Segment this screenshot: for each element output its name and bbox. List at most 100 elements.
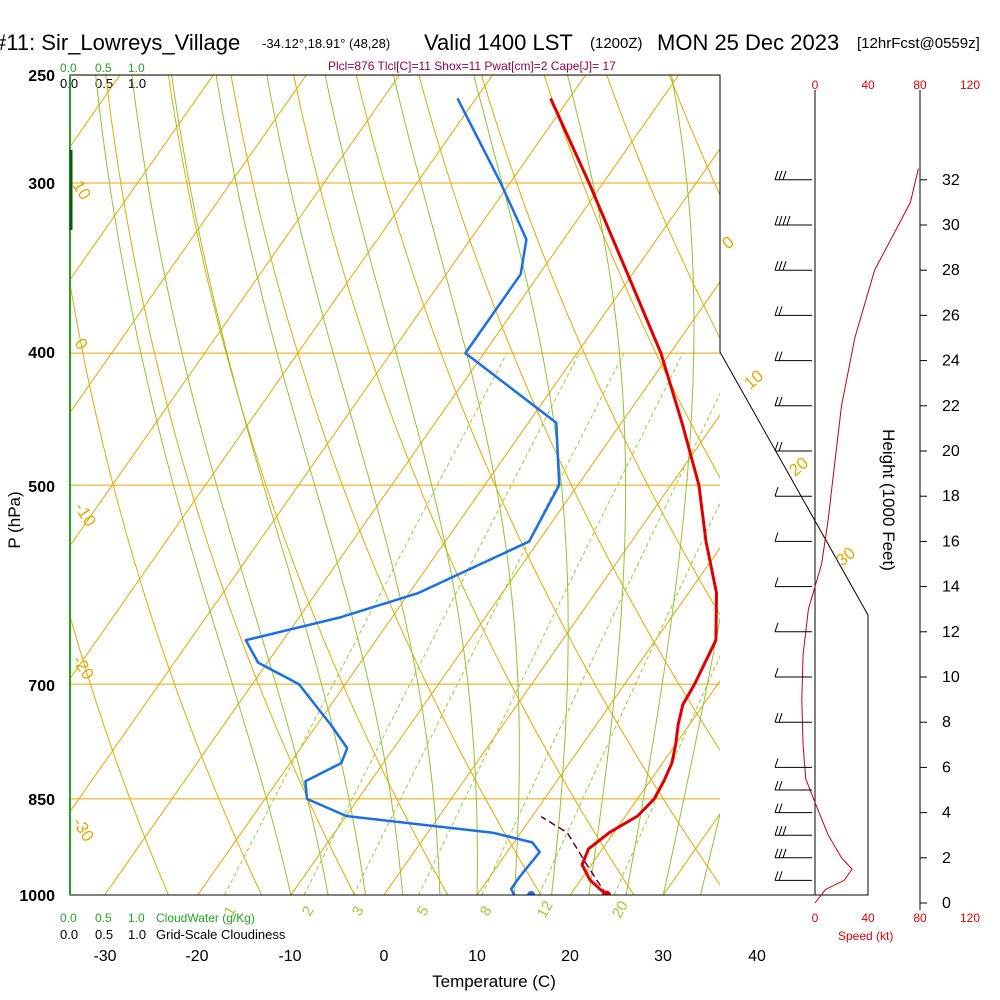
dry-adiabat xyxy=(543,75,720,479)
height-tick-label: 12 xyxy=(942,624,960,641)
temperature-tick: 20 xyxy=(561,948,579,965)
dry-adiabat xyxy=(70,614,170,895)
wind-barb-flag xyxy=(778,713,783,723)
moist-adiabat xyxy=(700,812,720,895)
dry-adiabat xyxy=(740,0,1000,924)
moist-adiabat xyxy=(324,75,478,895)
moist-adiabat xyxy=(625,75,695,895)
mixing-ratio-label: 12 xyxy=(534,898,557,921)
isotherm-line xyxy=(70,75,307,414)
wind-barb-flag xyxy=(782,848,787,858)
temperature-tick: 30 xyxy=(654,948,672,965)
mixing-ratio-label: 5 xyxy=(414,903,433,919)
speed-label: Speed (kt) xyxy=(838,929,893,943)
station-title: #11: Sir_Lowreys_Village xyxy=(0,30,240,55)
wind-barb-flag xyxy=(774,758,779,768)
speed-tick: 40 xyxy=(861,911,875,925)
dry-adiabat xyxy=(480,75,720,616)
isotherm-line xyxy=(0,0,119,895)
dry-adiabat xyxy=(293,75,635,895)
temperature-tick: 40 xyxy=(748,948,766,965)
wind-barb-flag xyxy=(774,871,779,881)
temperature-axis-label: Temperature (C) xyxy=(432,972,556,991)
dry-adiabat xyxy=(70,281,263,895)
dry-adiabat xyxy=(230,75,542,895)
wind-barb-flag xyxy=(774,396,779,406)
wind-barb-flag xyxy=(778,803,783,813)
mixing-ratio-label: 8 xyxy=(477,903,496,919)
forecast-date: MON 25 Dec 2023 xyxy=(657,30,839,55)
wind-barb-flag xyxy=(774,170,779,180)
wind-barb-flag xyxy=(782,826,787,836)
isotherm-line xyxy=(756,0,1000,895)
cloud-water-tick: 0.0 xyxy=(60,61,77,75)
temperature-tick: 10 xyxy=(468,948,486,965)
cloud-water-tick: 0.5 xyxy=(95,911,112,925)
wind-barb-flag xyxy=(774,487,779,497)
height-tick-label: 6 xyxy=(942,759,951,776)
isotherm-label: -10 xyxy=(71,499,100,530)
wind-barb-flag xyxy=(778,170,783,180)
wind-barb-flag xyxy=(782,261,787,271)
wind-barb-flag xyxy=(778,871,783,881)
height-tick-label: 28 xyxy=(942,262,960,279)
temperature-tick: -30 xyxy=(93,948,116,965)
wind-barb-flag xyxy=(774,306,779,316)
pressure-tick: 400 xyxy=(28,345,55,362)
wind-barb-flag xyxy=(774,351,779,361)
mixing-ratio-line xyxy=(613,654,720,895)
isotherm-label: -20 xyxy=(69,652,98,683)
wind-barb-flag xyxy=(778,826,783,836)
mixing-ratio-labels: 1 2 3 5 8 12 20 xyxy=(221,898,632,921)
isotherm-line xyxy=(850,0,1000,895)
temperature-tick: 0 xyxy=(380,948,389,965)
mixing-ratio-line xyxy=(303,352,580,895)
background-lines xyxy=(0,0,1000,924)
forecast-run: [12hrFcst@0559z] xyxy=(857,35,980,52)
speed-tick: 80 xyxy=(913,78,927,92)
wind-barb-flag xyxy=(774,826,779,836)
parcel-path xyxy=(540,816,608,895)
temperature-tick: -10 xyxy=(278,948,301,965)
height-tick-label: 8 xyxy=(942,714,951,731)
wind-barb-flag xyxy=(774,532,779,542)
height-tick-label: 20 xyxy=(942,443,960,460)
dry-adiabat xyxy=(681,0,1000,924)
pressure-tick: 300 xyxy=(28,176,55,193)
isotherm-line xyxy=(70,75,401,547)
wind-barb-flag xyxy=(778,848,783,858)
mixing-ratio-line xyxy=(224,352,508,895)
height-tick-label: 22 xyxy=(942,398,960,415)
profiles xyxy=(244,97,718,895)
mixing-ratio-line xyxy=(538,501,720,895)
height-tick-label: 14 xyxy=(942,579,960,596)
pressure-tick: 250 xyxy=(28,68,55,85)
surface-temperature-point xyxy=(602,890,612,895)
wind-barb-flag xyxy=(778,441,783,452)
temperature-axis: -30 -20 -10 0 10 20 30 40 Temperature (C… xyxy=(93,948,766,991)
height-axis-label: Height (1000 Feet) xyxy=(879,429,898,571)
mixing-ratio-label: 3 xyxy=(349,903,368,919)
cloudiness-tick: 1.0 xyxy=(128,76,146,91)
speed-tick: 0 xyxy=(812,78,819,92)
moist-adiabat xyxy=(567,75,627,895)
wind-barb-flag xyxy=(778,780,783,791)
wind-speed-line xyxy=(801,168,919,904)
dry-adiabat xyxy=(418,75,720,752)
mixing-ratio-label: 2 xyxy=(299,903,318,919)
isotherm-line xyxy=(70,75,494,680)
cloudiness-tick: 1.0 xyxy=(128,927,146,942)
cloud-water-tick: 0.5 xyxy=(95,61,112,75)
speed-tick: 40 xyxy=(861,78,875,92)
wind-barb-flag xyxy=(774,622,779,632)
isotherm-label: 30 xyxy=(832,543,859,570)
isotherm-line xyxy=(290,281,720,895)
moist-adiabat xyxy=(95,75,292,895)
wind-barb-flag xyxy=(778,306,783,316)
wind-barb-flag xyxy=(774,713,779,723)
cloudiness-tick: 0.5 xyxy=(95,76,113,91)
dry-adiabat xyxy=(799,0,1000,924)
wind-barb-flag xyxy=(774,780,779,791)
moist-adiabat xyxy=(131,75,329,895)
